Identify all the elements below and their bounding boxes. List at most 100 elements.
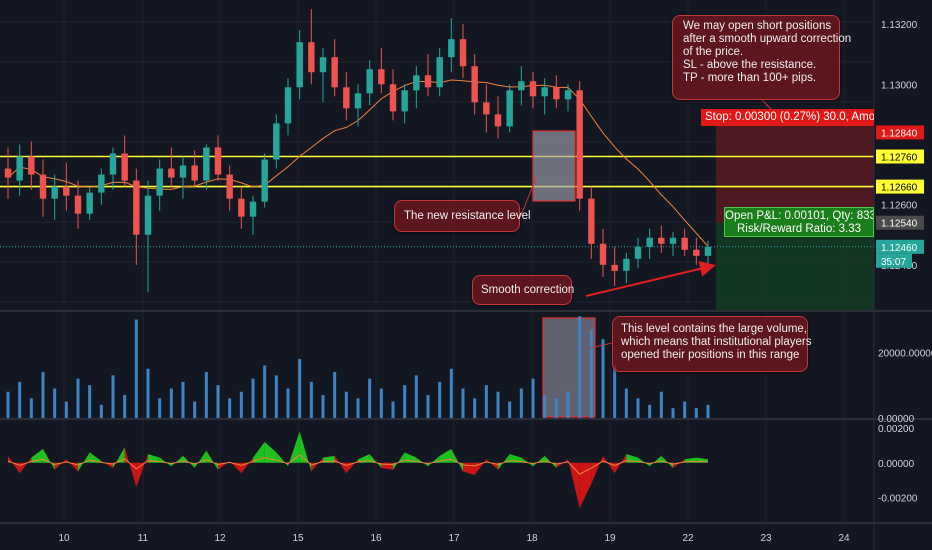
candle-body (623, 258, 630, 271)
volume-bar (204, 372, 208, 418)
oscillator-segment (218, 461, 230, 470)
oscillator-segment (136, 454, 148, 488)
time-axis[interactable]: 10 11 12 15 16 17 18 19 22 23 24 (58, 533, 850, 544)
smooth-correction-arrow (585, 260, 716, 297)
smooth-correction-note[interactable]: Smooth correction (472, 275, 574, 305)
volume-bar (589, 329, 593, 418)
stop-label-text: Stop: 0.00300 (0.27%) 30.0, Amount (705, 111, 874, 123)
volume-bar (158, 398, 162, 418)
candle-body (588, 198, 595, 244)
position-zones (0, 124, 874, 310)
oscillator-segment (299, 431, 312, 472)
oscillator-segment (241, 457, 253, 474)
note-line: of the price. (683, 46, 744, 58)
volume-bar (391, 401, 395, 418)
annotation-arrows (519, 97, 773, 349)
oscillator-segment (78, 452, 90, 472)
volume-bar (298, 358, 302, 418)
volume-bar (263, 365, 267, 418)
volume-bar (449, 368, 453, 418)
volume-bar (531, 378, 535, 418)
volume-bar (694, 408, 698, 418)
time-tick-label: 12 (214, 533, 226, 544)
oscillator-segment (486, 459, 498, 470)
volume-bar (228, 398, 232, 418)
time-tick-label: 10 (58, 533, 70, 544)
candle-body (284, 87, 292, 124)
candle-body (273, 123, 280, 160)
volume-bar (146, 368, 150, 418)
candle-body (98, 174, 105, 193)
oscillator-segment (43, 448, 55, 470)
oscillator-segment (276, 452, 288, 467)
oscillator-segment (556, 459, 568, 469)
candle-body (541, 87, 548, 97)
candle-body (401, 90, 408, 112)
oscillator-segment (101, 461, 113, 469)
oscillator-segment (54, 459, 67, 470)
oscillator-tick-label: -0.00200 (878, 494, 918, 505)
time-tick-label: 11 (138, 533, 149, 544)
volume-bar (76, 378, 80, 418)
resistance-note[interactable]: The new resistance level (394, 200, 531, 232)
candle-body (564, 90, 572, 100)
time-tick-label: 24 (838, 533, 850, 544)
oscillator-signal-line (7, 454, 709, 475)
oscillator-segment (568, 459, 580, 509)
oscillator-segment (31, 448, 43, 463)
volume-bar (438, 381, 442, 418)
oscillator-segment (206, 450, 218, 470)
volume-bar (6, 391, 10, 418)
oscillator-segment (159, 457, 172, 467)
oscillator-segment (183, 455, 195, 469)
oscillator-segment (474, 459, 487, 475)
volume-bar (659, 391, 663, 418)
candle-body (74, 195, 82, 214)
candle-body (658, 237, 665, 244)
volume-bar (578, 316, 582, 418)
oscillator-segment (8, 455, 20, 474)
volume-bar (648, 404, 652, 418)
oscillator-segment (346, 459, 358, 474)
price-axis[interactable]: 1.132001.130001.126001.124001.128401.127… (876, 20, 932, 505)
candle-body (436, 57, 443, 88)
volume-note-pointer (589, 342, 613, 349)
oscillator-segment (19, 457, 32, 474)
short-positions-note[interactable]: We may open short positions after a smoo… (672, 15, 851, 100)
oscillator-segment (603, 455, 615, 474)
volume-bar (134, 319, 138, 418)
volume-bar (671, 408, 675, 418)
stop-loss-zone (716, 124, 874, 223)
candle-body (669, 237, 677, 244)
short-note-pointer (759, 97, 773, 111)
note-line: TP - more than 100+ pips. (683, 72, 817, 84)
price-tag (876, 215, 924, 230)
oscillator-segment (591, 455, 603, 484)
oscillator-series (7, 431, 709, 509)
candle-body (506, 90, 513, 127)
volume-bar (543, 395, 547, 418)
oscillator-tick-label: 0.00000 (878, 459, 915, 470)
risk-reward-text: Risk/Reward Ratio: 3.33 (737, 223, 861, 235)
stop-label[interactable]: Stop: 0.00300 (0.27%) 30.0, Amount (701, 109, 874, 126)
volume-bar (123, 395, 127, 418)
volume-bar (461, 388, 465, 418)
volume-bar (613, 365, 617, 418)
volume-bar (519, 388, 523, 418)
volume-bar (706, 404, 710, 418)
note-line: This level contains the large volume, (621, 323, 808, 335)
oscillator-segment (544, 455, 557, 469)
candle-body (179, 165, 187, 178)
note-line: which means that institutional players (621, 336, 812, 348)
large-volume-note[interactable]: This level contains the large volume, wh… (612, 316, 812, 372)
volume-bar (99, 404, 103, 418)
candle-body (471, 66, 478, 103)
pnl-text: Open P&L: 0.00101, Qty: 83333 (725, 210, 874, 222)
volume-bar (414, 375, 418, 418)
pnl-label[interactable]: Open P&L: 0.00101, Qty: 83333 Risk/Rewar… (724, 207, 874, 237)
price-tag-label: 1.12840 (881, 128, 918, 139)
volume-bar (484, 385, 488, 418)
note-line: We may open short positions (683, 20, 832, 32)
